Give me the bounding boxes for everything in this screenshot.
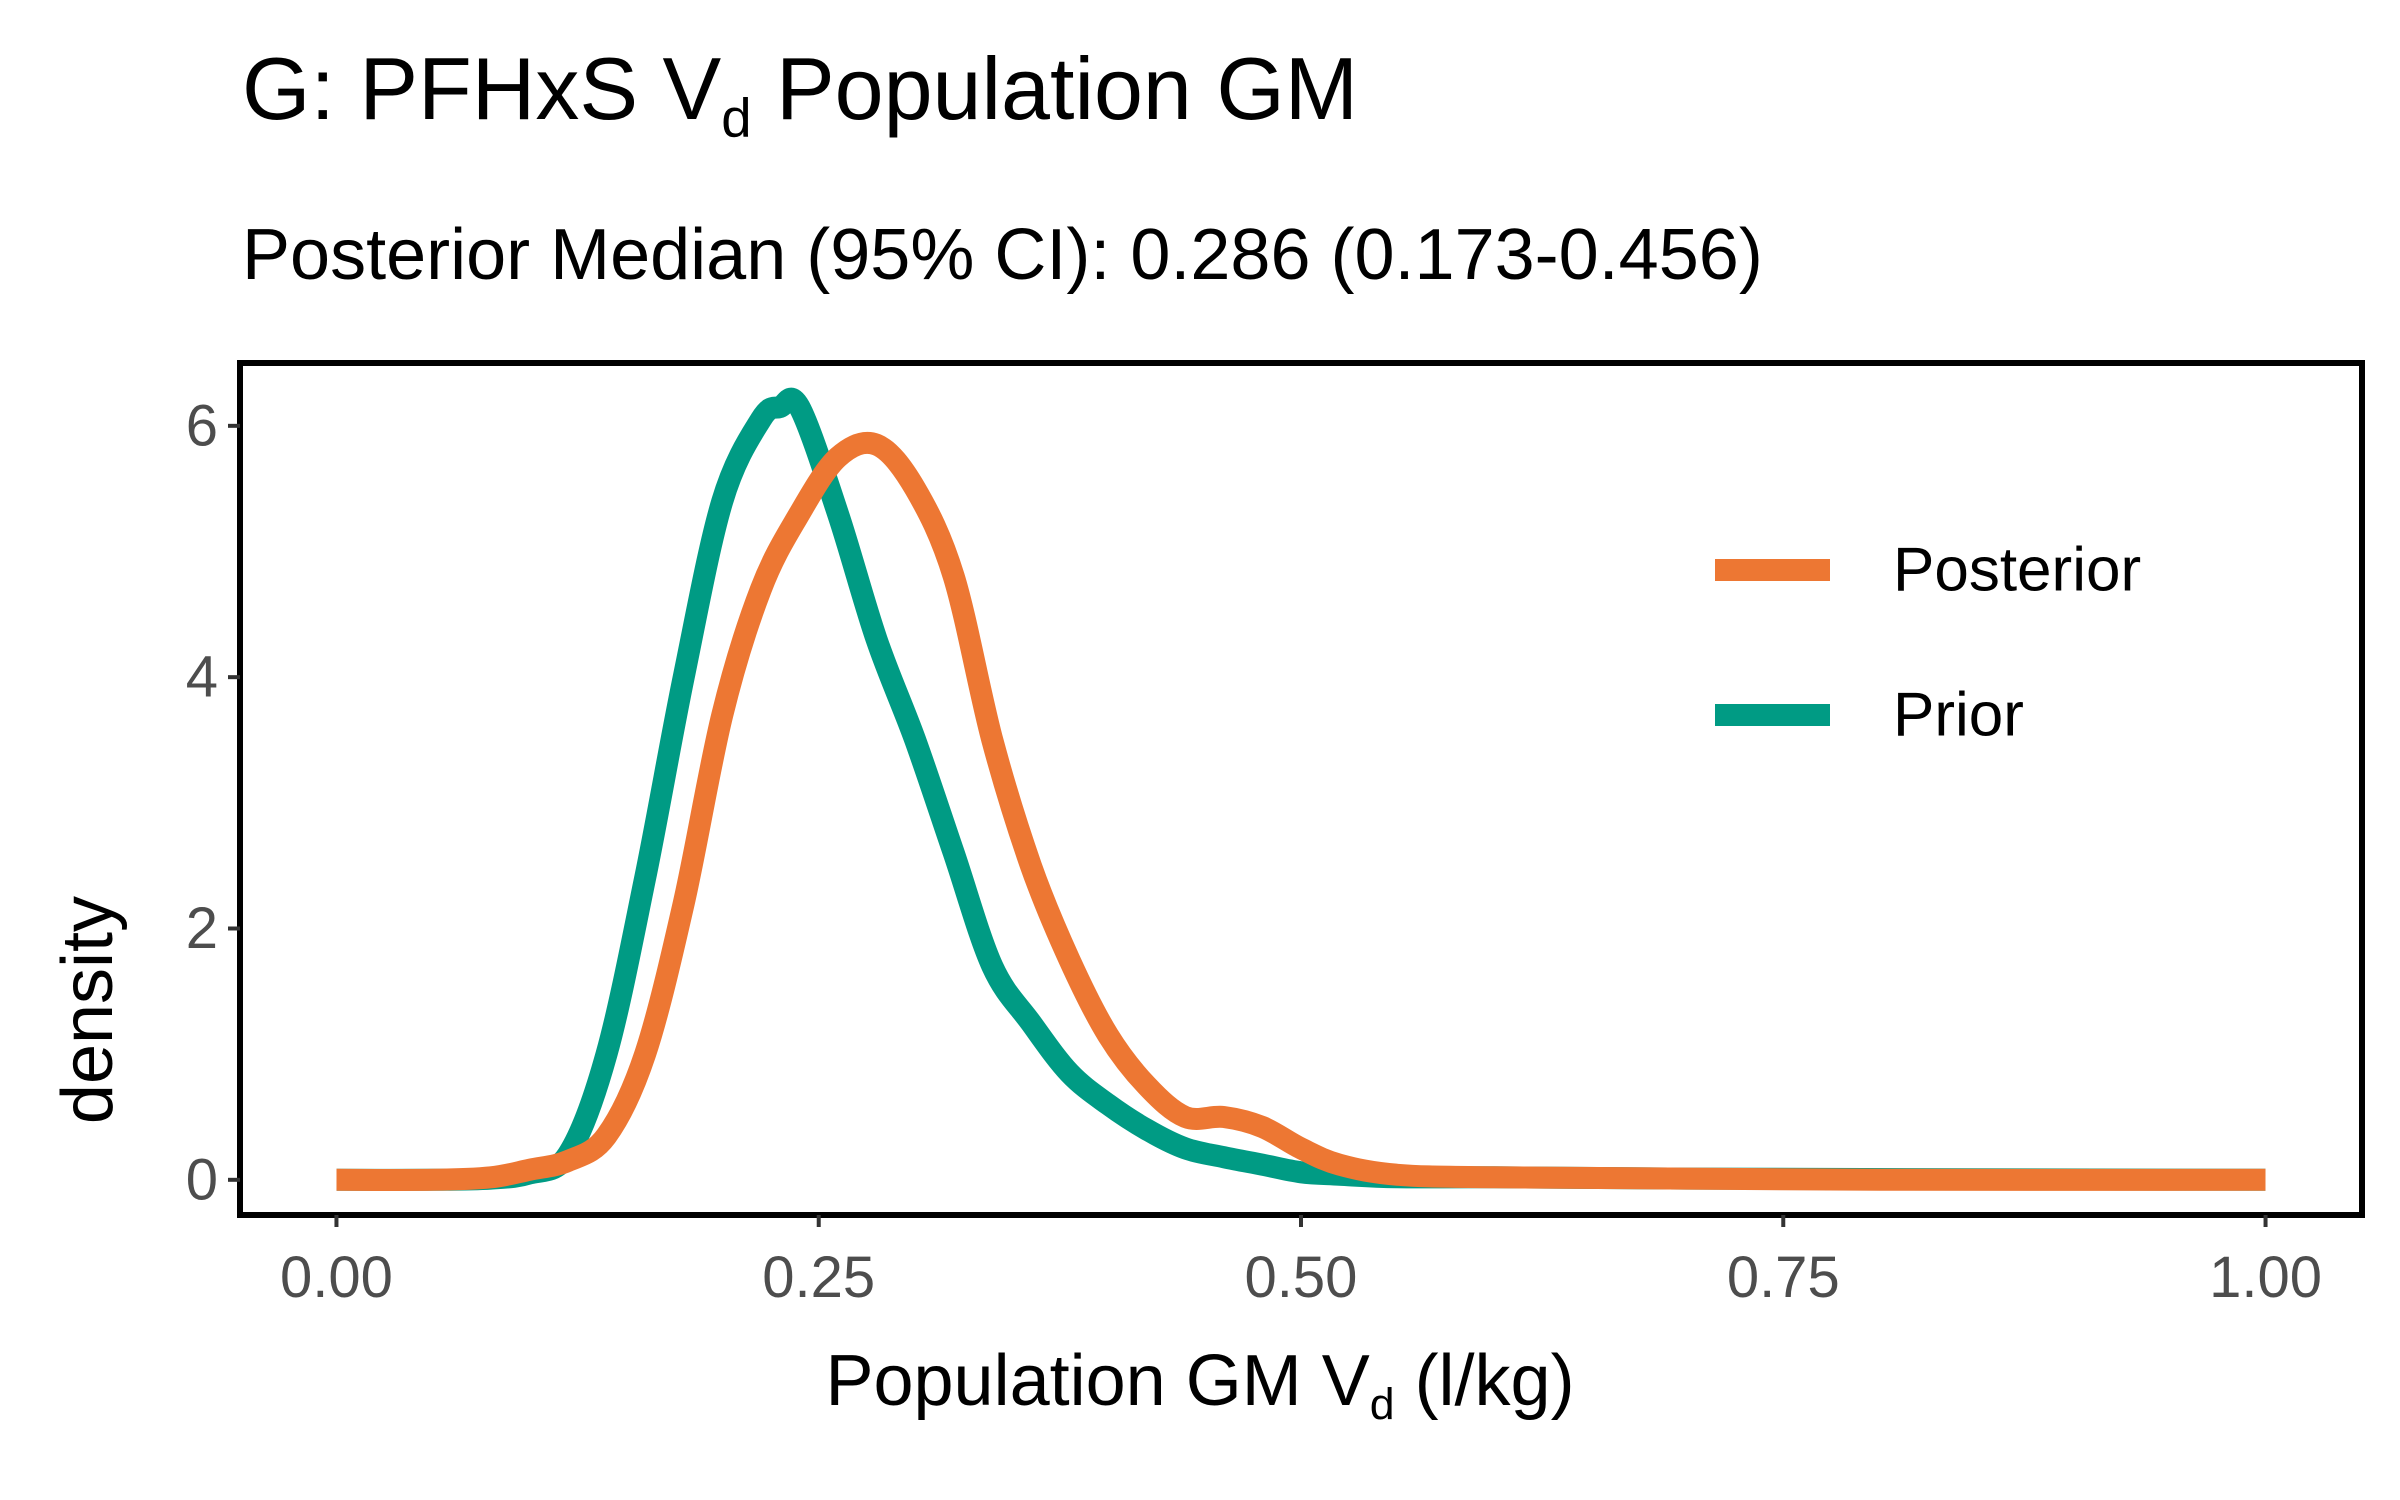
chart-title-suffix: Population GM xyxy=(751,39,1359,138)
y-tick-label: 4 xyxy=(186,645,218,710)
x-axis-label-prefix: Population GM V xyxy=(825,1341,1370,1421)
x-axis-label: Population GM Vd (l/kg) xyxy=(0,1338,2400,1432)
legend-label-posterior: Posterior xyxy=(1893,536,2141,605)
y-tick-label: 2 xyxy=(186,896,218,961)
plot-axes: 0 2 4 6 0.00 0.25 0.50 0.75 1.00 xyxy=(186,360,2365,1310)
x-tick-label: 0.25 xyxy=(762,1245,875,1310)
x-tick-label: 0.75 xyxy=(1727,1245,1840,1310)
chart-title-prefix: G: PFHxS V xyxy=(242,39,722,138)
legend-label-prior: Prior xyxy=(1893,681,2024,750)
y-tick-label: 0 xyxy=(186,1147,218,1212)
x-axis-label-suffix: (l/kg) xyxy=(1394,1341,1575,1421)
x-tick-label: 0.00 xyxy=(280,1245,393,1310)
chart-title-subscript: d xyxy=(721,87,752,149)
legend: Posterior Prior xyxy=(1715,536,2141,750)
prior-density-line xyxy=(336,387,2266,1191)
y-tick-label: 6 xyxy=(186,393,218,458)
x-tick-label: 0.50 xyxy=(1245,1245,1358,1310)
plot-border xyxy=(237,360,2365,1218)
chart-subtitle: Posterior Median (95% CI): 0.286 (0.173-… xyxy=(242,215,1763,295)
posterior-density-line xyxy=(336,431,2266,1191)
x-axis-label-subscript: d xyxy=(1369,1380,1395,1430)
chart-title: G: PFHxS Vd Population GM xyxy=(242,36,1358,151)
plot-marks xyxy=(336,387,2266,1191)
x-tick-label: 1.00 xyxy=(2209,1245,2322,1310)
y-axis-label: density xyxy=(47,895,128,1125)
